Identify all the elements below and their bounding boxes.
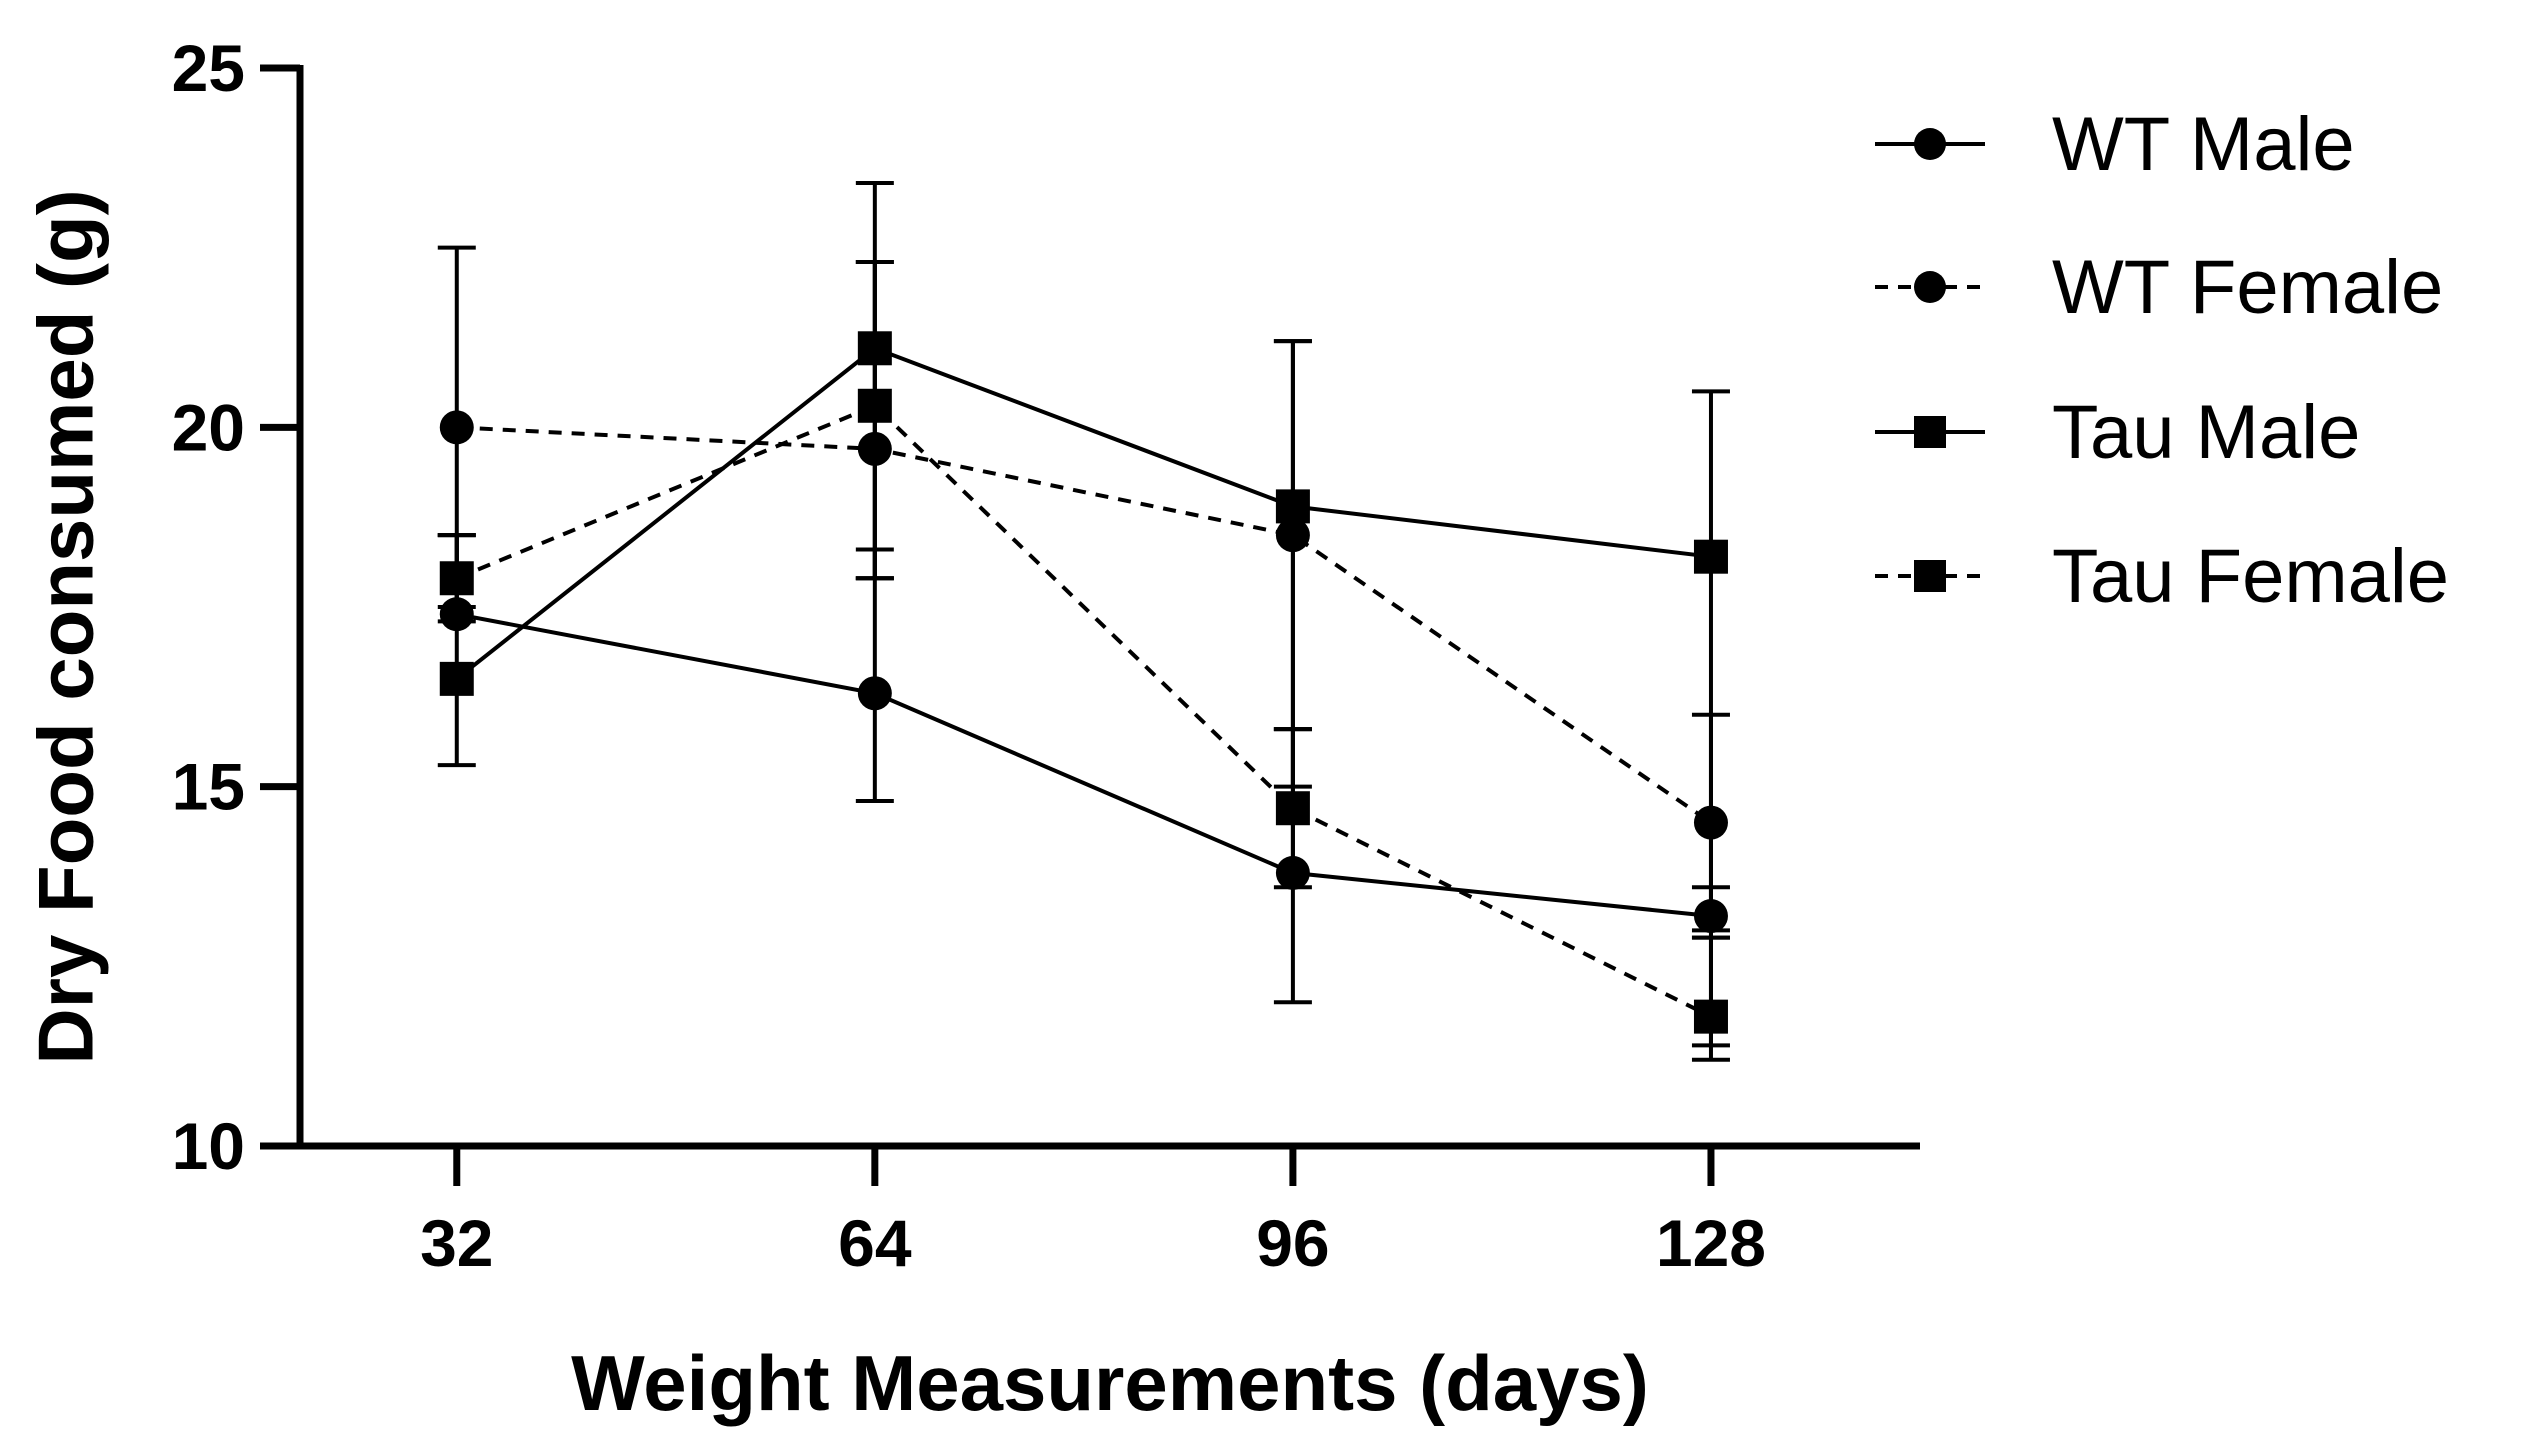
series-tau-female: [437, 260, 1730, 1062]
y-axis-title: Dry Food consumed (g): [22, 189, 110, 1064]
data-point: [857, 676, 892, 711]
error-bar: [855, 547, 894, 804]
legend-marker: [1914, 128, 1946, 160]
legend-marker: [1914, 416, 1946, 448]
series-tau-male: [437, 180, 1730, 933]
y-tick-label: 20: [172, 390, 245, 464]
legend-marker: [1914, 271, 1946, 303]
data-point: [439, 661, 474, 696]
plot-area: [437, 180, 1730, 1062]
legend-label: WT Male: [2052, 102, 2355, 187]
legend-label: Tau Male: [2052, 390, 2360, 475]
data-point: [1275, 791, 1310, 826]
x-tick-label: 32: [420, 1206, 493, 1280]
data-point: [1693, 539, 1728, 574]
legend-item: Tau Female: [1875, 534, 2449, 619]
legend-item: WT Female: [1875, 245, 2443, 330]
x-tick-label: 128: [1656, 1206, 1766, 1280]
y-tick-label: 15: [172, 750, 245, 824]
data-point: [1693, 999, 1728, 1034]
series-line: [455, 346, 1712, 681]
axes: 10 15 20 25 32 64 96 128: [172, 31, 1920, 1280]
legend-item: WT Male: [1875, 102, 2355, 187]
legend-marker: [1914, 560, 1946, 592]
legend-label: Tau Female: [2052, 534, 2449, 619]
error-bar: [1691, 935, 1730, 1062]
x-tick-label: 64: [838, 1206, 912, 1280]
y-tick-label: 25: [172, 31, 245, 105]
data-point: [857, 388, 892, 423]
series-line: [456, 403, 1712, 1019]
x-ticks: 32 64 96 128: [420, 1146, 1766, 1280]
series-line: [456, 612, 1712, 919]
legend-label: WT Female: [2052, 245, 2443, 330]
legend: WT Male WT Female Tau Male Tau Female: [1875, 102, 2449, 619]
y-ticks: 10 15 20 25: [172, 31, 300, 1183]
legend-item: Tau Male: [1875, 390, 2360, 475]
error-bar: [1691, 389, 1730, 933]
data-point: [439, 561, 474, 596]
data-point: [1275, 489, 1310, 524]
series-line: [456, 425, 1713, 825]
data-point: [439, 410, 474, 445]
y-tick-label: 10: [172, 1109, 245, 1183]
x-axis-title: Weight Measurements (days): [571, 1339, 1649, 1427]
x-tick-label: 96: [1256, 1206, 1329, 1280]
